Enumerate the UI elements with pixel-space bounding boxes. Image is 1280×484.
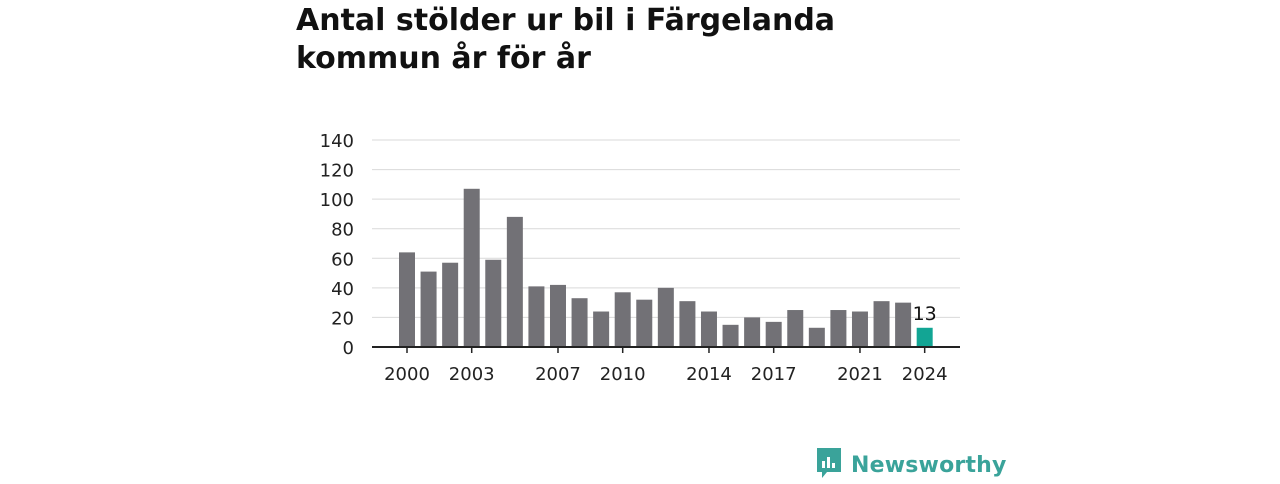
- bar: [895, 302, 912, 347]
- x-tick-label: 2000: [384, 364, 430, 385]
- bar: [744, 317, 761, 347]
- bar: [528, 286, 545, 347]
- x-axis-ticks: 2000 2003 2007 2010 2014 2017 2021 2024: [384, 347, 948, 385]
- bar: [399, 252, 415, 347]
- bar: [420, 271, 437, 347]
- bar: [916, 327, 933, 347]
- bar: [808, 327, 825, 347]
- bar: [873, 301, 890, 347]
- newsworthy-logo-icon: [815, 446, 843, 484]
- data-labels: 13: [913, 303, 937, 325]
- bar: [722, 324, 739, 347]
- bar: [614, 292, 631, 347]
- bar: [700, 311, 717, 347]
- x-tick-label: 2024: [902, 364, 948, 385]
- y-tick-label: 40: [331, 279, 354, 300]
- chart-title: Antal stölder ur bil i Färgelanda kommun…: [296, 3, 836, 76]
- x-tick-label: 2003: [449, 364, 495, 385]
- bar: [636, 299, 653, 347]
- bar: [593, 311, 610, 347]
- bar: [787, 310, 804, 347]
- y-tick-label: 100: [320, 190, 354, 211]
- bar: [657, 287, 674, 347]
- newsworthy-logo: Newsworthy: [815, 446, 1007, 484]
- y-tick-label: 0: [343, 338, 354, 359]
- x-tick-label: 2010: [600, 364, 646, 385]
- bar: [485, 259, 502, 347]
- bar: [679, 301, 696, 347]
- bar: [765, 321, 782, 347]
- y-tick-label: 80: [331, 220, 354, 241]
- y-tick-label: 120: [320, 161, 354, 182]
- bar: [463, 188, 480, 347]
- x-tick-label: 2007: [535, 364, 581, 385]
- y-axis-ticks: 0 20 40 60 80 100 120 140: [320, 131, 354, 359]
- bar: [571, 298, 588, 347]
- x-tick-label: 2014: [686, 364, 732, 385]
- bar: [830, 310, 847, 347]
- y-tick-label: 140: [320, 131, 354, 152]
- bar: [442, 262, 459, 347]
- y-tick-label: 60: [331, 249, 354, 270]
- data-label: 13: [913, 303, 937, 325]
- x-tick-label: 2021: [837, 364, 883, 385]
- bar: [506, 216, 523, 347]
- y-tick-label: 20: [331, 308, 354, 329]
- logo-text: Newsworthy: [851, 452, 1007, 478]
- bars: [399, 188, 933, 347]
- x-tick-label: 2017: [751, 364, 797, 385]
- bar: [549, 284, 566, 347]
- bar: [851, 311, 868, 347]
